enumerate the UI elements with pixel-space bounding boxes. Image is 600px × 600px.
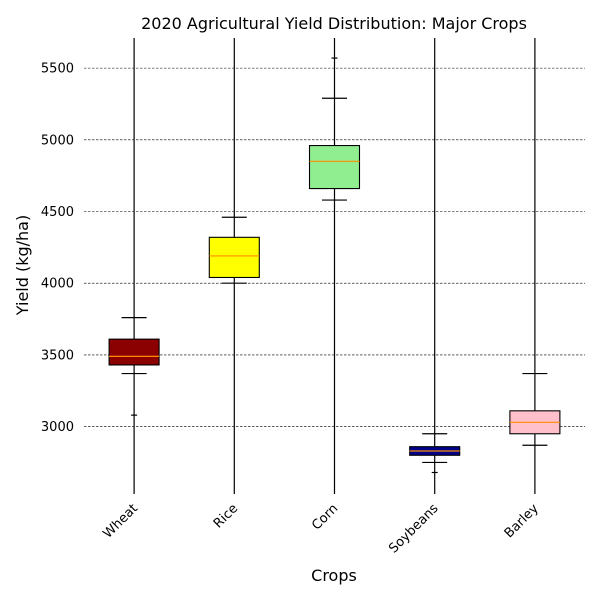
y-tick-label: 4000 xyxy=(41,277,74,292)
box-wheat xyxy=(108,38,160,494)
x-tick-label: Soybeans xyxy=(386,501,441,556)
plot-area xyxy=(108,38,561,494)
y-axis-label: Yield (kg/ha) xyxy=(13,215,32,316)
y-tick-label: 5000 xyxy=(41,133,74,148)
y-tick-label: 3500 xyxy=(41,348,74,363)
y-tick-label: 4500 xyxy=(41,205,74,220)
box-iqr xyxy=(308,144,361,190)
box-iqr xyxy=(108,338,160,366)
x-axis-label: Crops xyxy=(311,566,357,585)
chart-title: 2020 Agricultural Yield Distribution: Ma… xyxy=(141,14,527,33)
x-tick-label: Corn xyxy=(309,501,341,533)
box-corn xyxy=(308,38,361,494)
y-tick-label: 3000 xyxy=(41,420,74,435)
x-tick-label: Rice xyxy=(211,501,241,531)
x-tick-label: Wheat xyxy=(101,501,141,541)
axis-ticks: 3000 3500 4000 4500 5000 5500 Wheat Rice Corn Soy… xyxy=(41,62,542,557)
box-rice xyxy=(208,38,260,494)
y-tick-label: 5500 xyxy=(41,62,74,77)
x-tick-label: Barley xyxy=(502,501,542,541)
box-barley xyxy=(509,38,561,494)
box-iqr xyxy=(208,236,260,279)
box-soybeans xyxy=(409,38,461,494)
